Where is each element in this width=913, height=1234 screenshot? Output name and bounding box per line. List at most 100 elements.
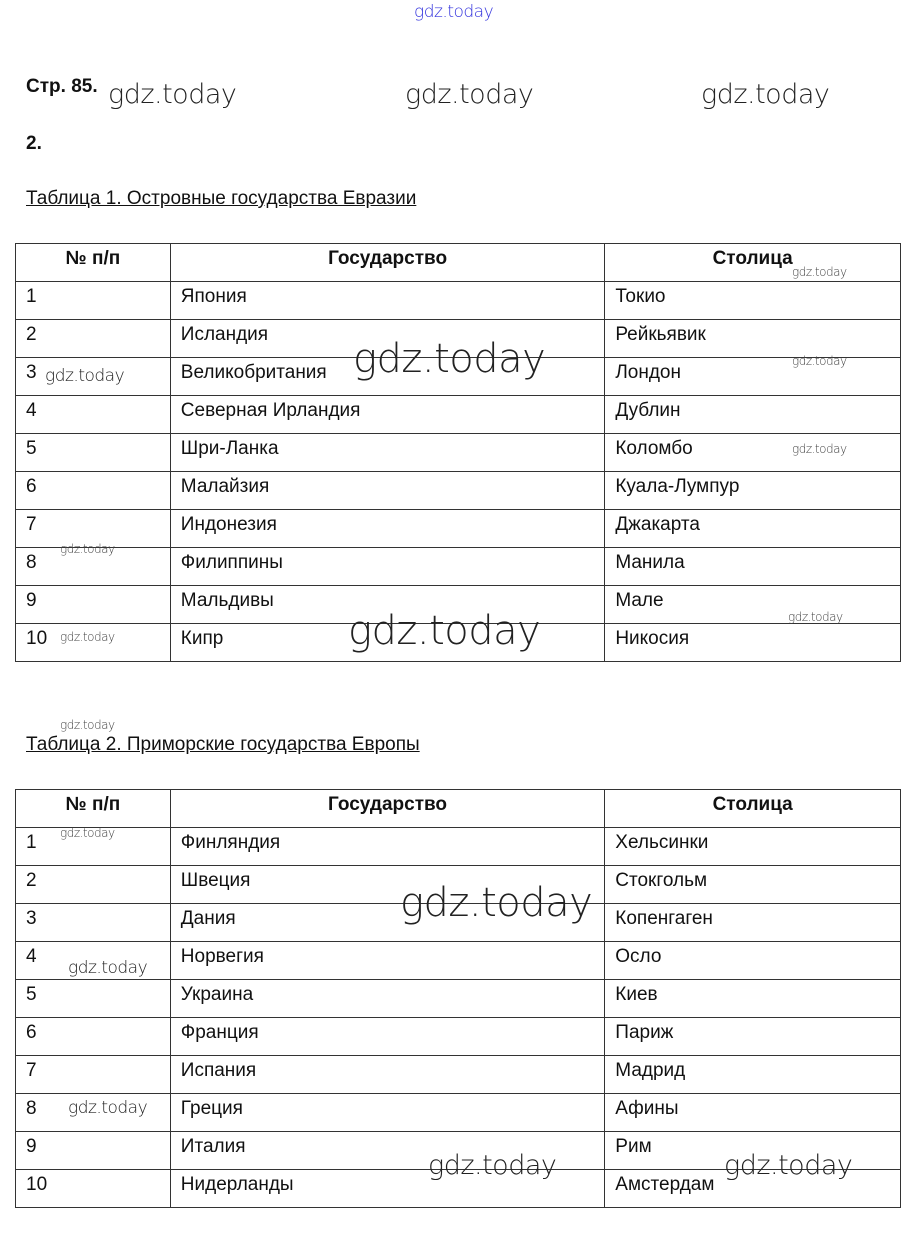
cell-country: Индонезия	[169, 509, 606, 548]
table-row: 3 Дания Копенгаген	[15, 903, 901, 942]
cell-capital: Манила	[604, 547, 901, 586]
cell-capital: Рейкьявик	[604, 319, 901, 358]
cell-capital: Киев	[604, 979, 901, 1018]
watermark: gdz.today	[60, 718, 115, 732]
cell-country: Швеция	[169, 865, 606, 904]
cell-capital: Рим	[604, 1131, 901, 1170]
cell-country: Великобритания	[169, 357, 606, 396]
cell-number: 5	[15, 433, 171, 472]
cell-country: Финляндия	[169, 827, 606, 866]
cell-country: Шри-Ланка	[169, 433, 606, 472]
table-row: 6 Франция Париж	[15, 1017, 901, 1056]
cell-capital: Осло	[604, 941, 901, 980]
watermark: gdz.today	[701, 79, 830, 110]
cell-capital: Дублин	[604, 395, 901, 434]
watermark: gdz.today	[108, 79, 237, 110]
cell-capital: Коломбо	[604, 433, 901, 472]
cell-number: 1	[15, 281, 171, 320]
table1: № п/п Государство Столица 1 Япония Токио 2 И…	[15, 243, 901, 662]
cell-country: Греция	[169, 1093, 606, 1132]
header-number: № п/п	[15, 789, 171, 828]
cell-number: 6	[15, 1017, 171, 1056]
cell-number: 7	[15, 509, 171, 548]
table-header-row: № п/п Государство Столица	[15, 789, 901, 828]
cell-country: Северная Ирландия	[169, 395, 606, 434]
header-capital: Столица	[604, 789, 901, 828]
table-row: 4 Норвегия Осло	[15, 941, 901, 980]
cell-country: Мальдивы	[169, 585, 606, 624]
cell-number: 1	[15, 827, 171, 866]
header-number: № п/п	[15, 243, 171, 282]
cell-capital: Хельсинки	[604, 827, 901, 866]
cell-country: Филиппины	[169, 547, 606, 586]
header-country: Государство	[169, 789, 606, 828]
cell-number: 4	[15, 395, 171, 434]
cell-capital: Мале	[604, 585, 901, 624]
cell-country: Нидерланды	[169, 1169, 606, 1208]
table-row: 6 Малайзия Куала-Лумпур	[15, 471, 901, 510]
cell-number: 6	[15, 471, 171, 510]
cell-country: Кипр	[169, 623, 606, 662]
cell-capital: Стокгольм	[604, 865, 901, 904]
header-country: Государство	[169, 243, 606, 282]
table2: № п/п Государство Столица 1 Финляндия Хель…	[15, 789, 901, 1208]
table-row: 8 Филиппины Манила	[15, 547, 901, 586]
cell-country: Исландия	[169, 319, 606, 358]
table2-caption: Таблица 2. Приморские государства Европы	[26, 734, 420, 755]
table-header-row: № п/п Государство Столица	[15, 243, 901, 282]
cell-country: Малайзия	[169, 471, 606, 510]
cell-capital: Париж	[604, 1017, 901, 1056]
cell-capital: Лондон	[604, 357, 901, 396]
table-row: 9 Италия Рим	[15, 1131, 901, 1170]
table-row: 1 Япония Токио	[15, 281, 901, 320]
cell-number: 10	[15, 1169, 171, 1208]
cell-number: 3	[15, 903, 171, 942]
table-row: 9 Мальдивы Мале	[15, 585, 901, 624]
table-row: 4 Северная Ирландия Дублин	[15, 395, 901, 434]
cell-number: 9	[15, 585, 171, 624]
cell-number: 8	[15, 547, 171, 586]
cell-country: Япония	[169, 281, 606, 320]
watermark: gdz.today	[405, 79, 534, 110]
cell-number: 3	[15, 357, 171, 396]
cell-capital: Куала-Лумпур	[604, 471, 901, 510]
table-row: 7 Индонезия Джакарта	[15, 509, 901, 548]
cell-country: Украина	[169, 979, 606, 1018]
cell-number: 9	[15, 1131, 171, 1170]
cell-number: 4	[15, 941, 171, 980]
table-row: 5 Украина Киев	[15, 979, 901, 1018]
cell-capital: Джакарта	[604, 509, 901, 548]
task-number: 2.	[26, 133, 42, 154]
cell-capital: Мадрид	[604, 1055, 901, 1094]
page-label: Стр. 85.	[26, 76, 98, 97]
cell-country: Дания	[169, 903, 606, 942]
cell-number: 8	[15, 1093, 171, 1132]
cell-country: Испания	[169, 1055, 606, 1094]
table1-caption: Таблица 1. Островные государства Евразии	[26, 188, 417, 209]
cell-country: Италия	[169, 1131, 606, 1170]
table-row: 2 Швеция Стокгольм	[15, 865, 901, 904]
table-row: 10 Нидерланды Амстердам	[15, 1169, 901, 1208]
cell-number: 7	[15, 1055, 171, 1094]
cell-country: Норвегия	[169, 941, 606, 980]
cell-capital: Токио	[604, 281, 901, 320]
table-row: 7 Испания Мадрид	[15, 1055, 901, 1094]
header-capital: Столица	[604, 243, 901, 282]
cell-capital: Никосия	[604, 623, 901, 662]
watermark: gdz.today	[414, 2, 494, 22]
table-row: 8 Греция Афины	[15, 1093, 901, 1132]
cell-number: 5	[15, 979, 171, 1018]
table-row: 2 Исландия Рейкьявик	[15, 319, 901, 358]
cell-capital: Амстердам	[604, 1169, 901, 1208]
table-row: 5 Шри-Ланка Коломбо	[15, 433, 901, 472]
table-row: 1 Финляндия Хельсинки	[15, 827, 901, 866]
cell-number: 10	[15, 623, 171, 662]
table-row: 10 Кипр Никосия	[15, 623, 901, 662]
table-row: 3 Великобритания Лондон	[15, 357, 901, 396]
cell-capital: Афины	[604, 1093, 901, 1132]
cell-capital: Копенгаген	[604, 903, 901, 942]
cell-country: Франция	[169, 1017, 606, 1056]
cell-number: 2	[15, 865, 171, 904]
cell-number: 2	[15, 319, 171, 358]
